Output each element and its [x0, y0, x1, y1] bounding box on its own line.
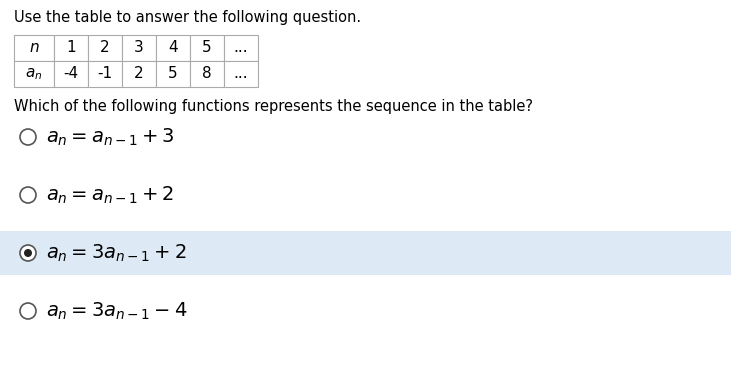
Text: Which of the following functions represents the sequence in the table?: Which of the following functions represe…: [14, 99, 533, 114]
Text: $a_n = a_{n-1} + 3$: $a_n = a_{n-1} + 3$: [46, 126, 175, 148]
Bar: [14, 35, 54, 61]
Text: 1: 1: [67, 40, 76, 55]
Bar: [224, 35, 258, 61]
Bar: [156, 61, 190, 87]
Text: ...: ...: [234, 66, 249, 81]
Bar: [224, 61, 258, 87]
Text: 2: 2: [135, 66, 144, 81]
Text: 4: 4: [168, 40, 178, 55]
Bar: [190, 61, 224, 87]
Circle shape: [20, 187, 36, 203]
Bar: [54, 61, 88, 87]
Text: 2: 2: [100, 40, 110, 55]
Text: 5: 5: [168, 66, 178, 81]
Bar: [122, 35, 156, 61]
Text: $n$: $n$: [29, 40, 39, 55]
Text: $a_n = a_{n-1} + 2$: $a_n = a_{n-1} + 2$: [46, 184, 174, 206]
Bar: [0, 231, 731, 275]
Bar: [190, 35, 224, 61]
Circle shape: [24, 249, 32, 257]
Text: 5: 5: [202, 40, 212, 55]
Circle shape: [20, 129, 36, 145]
Bar: [88, 35, 122, 61]
Circle shape: [20, 245, 36, 261]
Bar: [156, 35, 190, 61]
Text: $a_n = 3a_{n-1} - 4$: $a_n = 3a_{n-1} - 4$: [46, 300, 187, 322]
Text: 8: 8: [202, 66, 212, 81]
Text: ...: ...: [234, 40, 249, 55]
Text: Use the table to answer the following question.: Use the table to answer the following qu…: [14, 10, 361, 25]
Bar: [14, 61, 54, 87]
Text: -1: -1: [97, 66, 113, 81]
Bar: [54, 35, 88, 61]
Bar: [88, 61, 122, 87]
Text: $a_n$: $a_n$: [26, 66, 42, 82]
Text: 3: 3: [134, 40, 144, 55]
Text: -4: -4: [64, 66, 78, 81]
Circle shape: [20, 303, 36, 319]
Bar: [122, 61, 156, 87]
Text: $a_n = 3a_{n-1} + 2$: $a_n = 3a_{n-1} + 2$: [46, 242, 186, 264]
